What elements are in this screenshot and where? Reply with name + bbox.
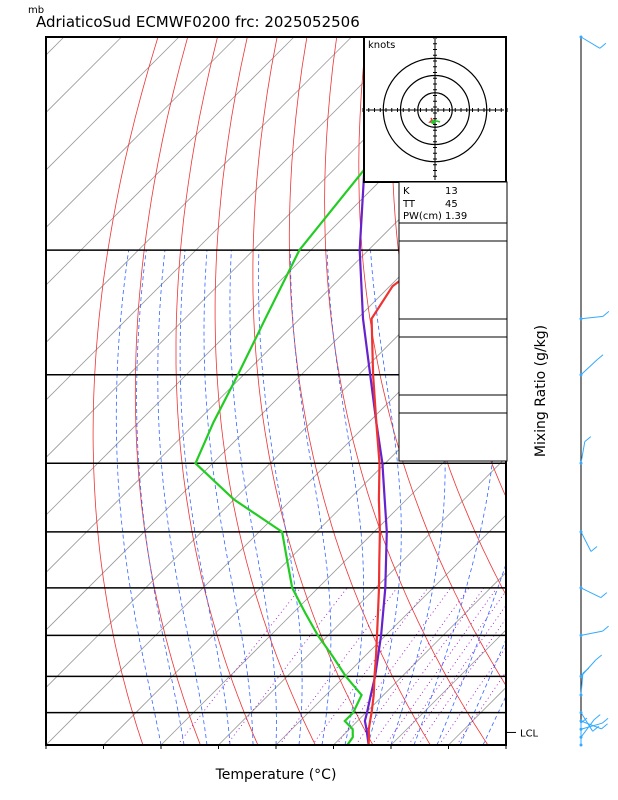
- stats-table: K 13 TT 45 PW(cm) 1.39: [398, 181, 508, 462]
- parcel-path-line: [358, 66, 388, 745]
- hodograph-stats-box: [398, 394, 508, 462]
- isotherm-line: [46, 37, 180, 171]
- lowest-level-box: [398, 222, 508, 320]
- wind-barb: [580, 359, 598, 376]
- mixing-ratio-line: [456, 671, 506, 745]
- wind-barb: [580, 630, 603, 636]
- isotherm-line: [46, 37, 352, 344]
- wind-barb-flag: [584, 436, 592, 442]
- isotherm-line: [46, 37, 237, 229]
- wind-barb-flag: [600, 592, 608, 598]
- moist-adiabat-line: [115, 250, 162, 745]
- wind-barb-flag: [593, 714, 601, 720]
- wind-barb-flag: [590, 546, 598, 552]
- wind-barb: [580, 36, 601, 49]
- isotherm-line: [46, 37, 65, 56]
- mixing-ratio-line: [336, 587, 452, 745]
- wind-barb: [580, 719, 595, 738]
- isotherm-line: [46, 169, 506, 631]
- moist-adiabat-line: [289, 250, 332, 745]
- mixing-ratio-line: [355, 587, 470, 745]
- moist-adiabat-line: [367, 250, 402, 745]
- storm-motion-marker: [431, 120, 435, 124]
- dry-adiabat-line: [252, 37, 374, 745]
- pressure-unit-label: mb: [28, 5, 44, 16]
- isotherm-line: [46, 37, 295, 286]
- wind-barb-flag: [580, 717, 588, 724]
- mixing-ratio-line: [397, 590, 506, 745]
- isotherm-line: [46, 37, 122, 114]
- wind-barb: [580, 720, 602, 730]
- wind-barb-flag: [595, 654, 603, 661]
- dry-adiabat-line: [358, 37, 506, 687]
- moist-adiabat-line: [136, 250, 185, 745]
- wind-barb-flag: [602, 311, 610, 317]
- dry-adiabat-line: [134, 37, 201, 745]
- dry-adiabat-line: [214, 37, 316, 745]
- dry-adiabat-line: [92, 37, 159, 745]
- k-value: 13: [445, 186, 458, 197]
- lcl-marker: LCL: [506, 728, 539, 739]
- wind-barb: [580, 315, 603, 320]
- wind-barb: [580, 659, 597, 677]
- moist-adiabat-line: [326, 250, 365, 745]
- chart-title: AdriaticoSud ECMWF0200 frc: 2025052506: [36, 13, 360, 31]
- wind-barb: [580, 441, 586, 464]
- dry-adiabat-line: [515, 37, 618, 745]
- indices-box: [398, 181, 508, 224]
- isotherm-line: [160, 399, 506, 745]
- wind-barb-flag: [602, 625, 609, 632]
- dewpoint-profile-line: [194, 37, 497, 745]
- mixing-ratio-line: [385, 587, 498, 745]
- moist-adiabat-line: [157, 250, 208, 745]
- wind-barb: [580, 673, 584, 696]
- wind-barb-flag: [596, 354, 604, 361]
- dry-adiabat-line: [324, 37, 489, 745]
- wind-barb-flag: [592, 725, 600, 732]
- wind-barb-flag: [601, 723, 608, 730]
- moist-adiabat-line: [505, 744, 506, 745]
- wind-barb: [580, 722, 603, 730]
- background-lines: [46, 37, 618, 745]
- dry-adiabat-line: [175, 37, 259, 745]
- most-unstable-box: [398, 318, 508, 396]
- isotherm-line: [505, 744, 506, 745]
- lcl-label: LCL: [520, 728, 539, 739]
- dry-adiabat-line: [605, 37, 618, 745]
- moist-adiabat-line: [203, 250, 254, 745]
- wind-barb: [580, 587, 602, 599]
- mixing-ratio-line: [226, 587, 348, 745]
- wind-barb-flag: [599, 42, 607, 49]
- isotherm-line: [218, 456, 506, 745]
- pw-label: PW(cm): [403, 211, 442, 222]
- mixing-ratio-line: [438, 646, 506, 745]
- mixing-ratio-line: [371, 587, 485, 745]
- wind-barb: [580, 531, 592, 552]
- isotherm-line: [46, 226, 506, 689]
- wind-barb: [580, 712, 594, 732]
- isotherm-line: [46, 37, 467, 459]
- isotherm-line: [46, 37, 410, 401]
- wind-barb-flag: [601, 717, 609, 724]
- temperature-tick-labels: [45, 745, 507, 749]
- pw-value: 1.39: [445, 211, 467, 222]
- moist-adiabat-line: [258, 250, 303, 745]
- x-axis-label: Temperature (°C): [215, 767, 337, 783]
- k-label: K: [403, 186, 410, 197]
- moist-adiabat-line: [179, 250, 231, 745]
- mixing-ratio-axis-label: Mixing Ratio (g/kg): [533, 325, 549, 457]
- dry-adiabat-line: [545, 37, 618, 745]
- tt-label: TT: [402, 199, 416, 210]
- hodograph: knots: [362, 36, 508, 183]
- mixing-ratio-line: [408, 604, 506, 745]
- wind-barb-column: [579, 35, 610, 747]
- isotherm-line: [333, 571, 506, 745]
- tt-value: 45: [445, 199, 458, 210]
- hodograph-units: knots: [368, 40, 395, 51]
